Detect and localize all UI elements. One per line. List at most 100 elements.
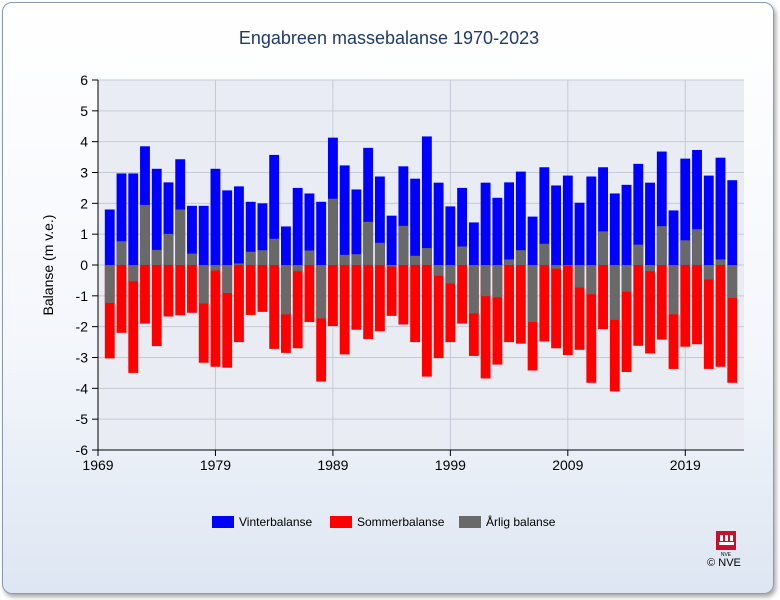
bar-arlig-balanse (351, 254, 362, 265)
bar-sommerbalanse (727, 265, 738, 383)
bar-sommerbalanse (633, 265, 644, 346)
bar-vinterbalanse (269, 154, 280, 265)
bar-vinterbalanse (104, 209, 115, 265)
bar-arlig-balanse (187, 253, 197, 265)
bar-vinterbalanse (692, 149, 702, 265)
bar-arlig-balanse (504, 259, 515, 265)
bar-arlig-balanse (304, 250, 315, 265)
bar-vinterbalanse (257, 203, 268, 265)
bar-arlig-balanse (398, 225, 409, 265)
bar-vinterbalanse (668, 210, 679, 265)
bar-arlig-balanse (645, 265, 655, 272)
bar-sommerbalanse (304, 265, 315, 323)
bar-sommerbalanse (574, 265, 585, 350)
bar-vinterbalanse (621, 184, 632, 265)
y-tick-label: 1 (80, 226, 88, 242)
x-tick-label: 2009 (552, 457, 583, 473)
bar-vinterbalanse (187, 205, 197, 265)
bar-arlig-balanse (175, 209, 186, 265)
chart-title: Engabreen massebalanse 1970-2023 (239, 28, 539, 48)
bar-arlig-balanse (410, 255, 421, 265)
bar-vinterbalanse (363, 147, 374, 265)
y-tick-label: 6 (80, 72, 88, 88)
bar-sommerbalanse (187, 265, 197, 313)
x-tick-label: 1969 (82, 457, 113, 473)
bar-sommerbalanse (609, 265, 620, 392)
legend-label-summer: Sommerbalanse (357, 515, 445, 529)
bar-arlig-balanse (621, 265, 632, 292)
legend-item-summer[interactable]: Sommerbalanse (330, 515, 445, 529)
bar-arlig-balanse (656, 226, 667, 265)
legend-item-winter[interactable]: Vinterbalanse (212, 515, 312, 529)
bar-arlig-balanse (151, 249, 162, 265)
bar-sommerbalanse (234, 265, 244, 343)
bar-vinterbalanse (222, 190, 233, 265)
bar-sommerbalanse (128, 265, 139, 373)
bar-arlig-balanse (574, 265, 585, 288)
bar-sommerbalanse (327, 265, 338, 327)
legend-swatch-summer (330, 516, 352, 528)
bar-vinterbalanse (633, 163, 644, 265)
y-tick-label: 2 (80, 195, 88, 211)
bar-sommerbalanse (621, 265, 632, 372)
y-tick-label: 5 (80, 103, 88, 119)
bar-vinterbalanse (715, 157, 726, 265)
bar-sommerbalanse (515, 265, 526, 344)
bar-sommerbalanse (703, 265, 714, 369)
y-tick-label: -4 (76, 380, 89, 396)
legend: Vinterbalanse Sommerbalanse Årlig balans… (212, 514, 556, 529)
bar-vinterbalanse (210, 168, 221, 265)
bar-vinterbalanse (574, 202, 585, 265)
bar-vinterbalanse (374, 176, 385, 265)
bar-sommerbalanse (245, 265, 256, 315)
bar-vinterbalanse (457, 187, 468, 265)
bar-sommerbalanse (175, 265, 186, 316)
bar-arlig-balanse (445, 265, 456, 284)
legend-label-winter: Vinterbalanse (239, 515, 312, 529)
legend-item-annual[interactable]: Årlig balanse (459, 514, 556, 529)
bar-sommerbalanse (339, 265, 350, 355)
bar-vinterbalanse (245, 201, 256, 265)
bar-vinterbalanse (468, 222, 479, 265)
bar-vinterbalanse (656, 151, 667, 265)
bar-arlig-balanse (609, 265, 620, 320)
bar-sommerbalanse (539, 265, 550, 342)
bar-sommerbalanse (351, 265, 362, 330)
bar-sommerbalanse (656, 265, 667, 340)
bar-arlig-balanse (715, 259, 726, 265)
bar-sommerbalanse (116, 265, 127, 333)
bar-arlig-balanse (727, 265, 738, 298)
bar-vinterbalanse (163, 182, 174, 265)
bar-arlig-balanse (703, 265, 714, 280)
bar-arlig-balanse (480, 265, 491, 297)
bar-vinterbalanse (386, 215, 397, 265)
bar-arlig-balanse (140, 204, 150, 265)
bar-arlig-balanse (128, 265, 139, 282)
bar-sommerbalanse (504, 265, 515, 343)
bar-sommerbalanse (163, 265, 174, 317)
bar-sommerbalanse (598, 265, 608, 330)
x-tick-label: 1979 (200, 457, 231, 473)
y-tick-label: 3 (80, 165, 88, 181)
bar-arlig-balanse (433, 265, 444, 276)
bar-sommerbalanse (668, 265, 679, 369)
bar-vinterbalanse (433, 182, 444, 265)
bar-arlig-balanse (116, 241, 127, 265)
bar-sommerbalanse (445, 265, 456, 343)
bar-arlig-balanse (316, 265, 327, 319)
y-tick-label: -2 (76, 319, 89, 335)
bar-arlig-balanse (363, 221, 374, 265)
bar-sommerbalanse (398, 265, 409, 325)
bar-arlig-balanse (692, 229, 702, 265)
bar-arlig-balanse (292, 265, 303, 272)
bar-vinterbalanse (539, 167, 550, 265)
legend-swatch-winter (212, 516, 234, 528)
x-tick-label: 1999 (435, 457, 466, 473)
bar-vinterbalanse (151, 168, 162, 265)
bar-sommerbalanse (586, 265, 597, 383)
bar-vinterbalanse (234, 186, 244, 265)
bar-vinterbalanse (316, 201, 327, 265)
bar-arlig-balanse (633, 244, 644, 265)
